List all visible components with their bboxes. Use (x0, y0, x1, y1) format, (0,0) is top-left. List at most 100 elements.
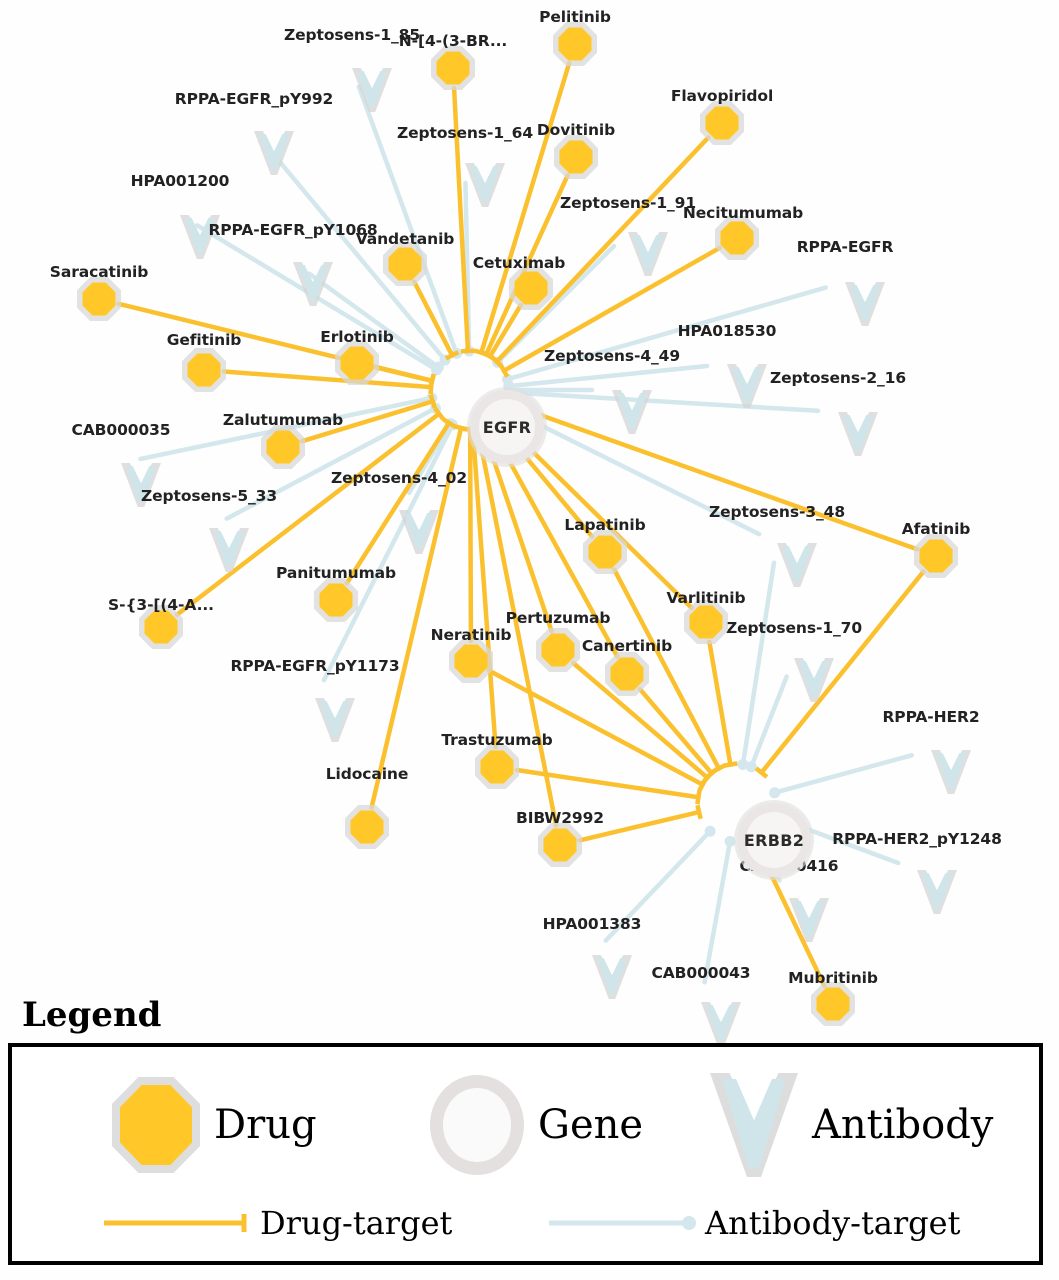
edge-bar-endpoint (433, 406, 446, 421)
drug-node-label: Pelitinib (539, 8, 611, 26)
gene-ring-icon (430, 1075, 524, 1175)
drug-node[interactable] (554, 135, 598, 179)
drug-node[interactable] (335, 341, 379, 385)
drug-octagon-icon (475, 745, 519, 789)
edge (505, 285, 829, 382)
drug-node[interactable] (583, 530, 627, 574)
edge-dot-endpoint (704, 825, 716, 837)
drug-node-label: Vandetanib (355, 230, 455, 248)
antibody-node-label: HPA001200 (130, 172, 230, 190)
network-canvas: Zeptosens-1_85 RPPA-EGFR_pY992 Zeptosens-1… (50, 8, 1002, 1046)
legend-antibody-target: Antibody-target (549, 1204, 960, 1242)
edge (356, 84, 459, 356)
drug-node[interactable] (605, 652, 649, 696)
edge (321, 422, 455, 683)
legend-drug-target-label: Drug-target (260, 1204, 453, 1242)
antibody-node-label: Zeptosens-1_70 (725, 619, 863, 637)
legend-drug-label: Drug (214, 1102, 317, 1148)
edge (299, 399, 435, 444)
edge (486, 668, 705, 787)
drug-octagon-icon (261, 425, 305, 469)
legend-drug-target: Drug-target (104, 1204, 452, 1242)
edge-dot-endpoint (724, 835, 736, 847)
edge-bar-endpoint (754, 766, 769, 779)
edge (603, 828, 713, 943)
edge-bar-endpoint (704, 767, 719, 780)
edge (475, 426, 559, 828)
drug-node[interactable] (811, 982, 855, 1026)
edge (504, 400, 920, 552)
edge (577, 809, 702, 843)
drug-node[interactable] (684, 600, 728, 644)
edge (470, 426, 498, 750)
antibody-node-label: HPA001383 (542, 915, 642, 933)
edge (494, 135, 711, 364)
drug-node-label: Panitumumab (276, 564, 396, 582)
drug-node[interactable] (538, 823, 582, 867)
drug-octagon-icon (383, 242, 427, 286)
drug-octagon-icon (314, 578, 358, 622)
edge (612, 567, 722, 771)
drug-node-label: Lapatinib (564, 516, 646, 534)
drug-octagon-icon (684, 600, 728, 644)
drug-node[interactable] (715, 216, 759, 260)
drug-node[interactable] (700, 101, 744, 145)
drug-node-label: Trastuzumab (441, 731, 553, 749)
edge (637, 686, 714, 776)
drug-node-label: Afatinib (901, 520, 971, 538)
drug-node-label: Cetuximab (472, 254, 566, 272)
drug-octagon-icon (112, 1077, 200, 1173)
drug-node[interactable] (553, 22, 597, 66)
edge-dot-endpoint (737, 758, 749, 770)
drug-node[interactable] (475, 745, 519, 789)
drug-octagon-icon (700, 101, 744, 145)
drug-octagon-icon (554, 135, 598, 179)
antibody-node-label: RPPA-EGFR_pY1068 (208, 221, 378, 239)
edge (224, 405, 438, 521)
drug-node-label: Pertuzumab (505, 609, 611, 627)
drug-octagon-icon (811, 982, 855, 1026)
gene-node-label: ERBB2 (743, 830, 805, 850)
edge-bar-endpoint (482, 351, 498, 363)
edge (570, 660, 710, 780)
drug-node[interactable] (345, 805, 389, 849)
drug-node[interactable] (314, 578, 358, 622)
edge (264, 144, 448, 363)
edge-bar-endpoint (723, 761, 738, 768)
legend-antibody-label: Antibody (812, 1102, 994, 1148)
antibody-node-label: Zeptosens-1_64 (396, 124, 534, 142)
edge (707, 639, 733, 767)
drug-node[interactable] (139, 605, 183, 649)
drug-node[interactable] (182, 348, 226, 392)
drug-target-line-icon (104, 1214, 247, 1232)
antibody-node-label: Zeptosens-4_02 (330, 469, 468, 487)
drug-octagon-icon (139, 605, 183, 649)
drug-node[interactable] (77, 277, 121, 321)
edge-bar-endpoint (441, 417, 457, 429)
edge (221, 369, 434, 390)
drug-node[interactable] (383, 242, 427, 286)
drug-node-label: Canertinib (581, 637, 673, 655)
drug-node-label: Neratinib (430, 626, 512, 644)
legend-gene-label: Gene (538, 1102, 644, 1148)
edge (749, 674, 789, 769)
drug-node[interactable] (431, 46, 475, 90)
drug-octagon-icon (431, 46, 475, 90)
edge (740, 560, 777, 767)
legend-antibody-target-label: Antibody-target (705, 1204, 961, 1242)
edge-bar-endpoint (498, 363, 510, 378)
drug-node[interactable] (509, 266, 553, 310)
drug-node-label: Necitumumab (682, 204, 804, 222)
drug-node[interactable] (536, 628, 580, 672)
antibody-node-label: Zeptosens-3_48 (708, 503, 846, 521)
drug-node[interactable] (261, 425, 305, 469)
drug-node-label: S-{3-[(4-A... (108, 596, 214, 614)
edge-bar-endpoint (695, 789, 702, 805)
edge-bar-endpoint (444, 350, 460, 361)
antibody-node-label: Zeptosens-2_16 (769, 369, 907, 387)
edge (759, 569, 926, 775)
drug-node[interactable] (914, 534, 958, 578)
antibody-node-label: Zeptosens-1_91 (559, 194, 697, 212)
edge (344, 420, 452, 586)
drug-node[interactable] (449, 639, 493, 683)
